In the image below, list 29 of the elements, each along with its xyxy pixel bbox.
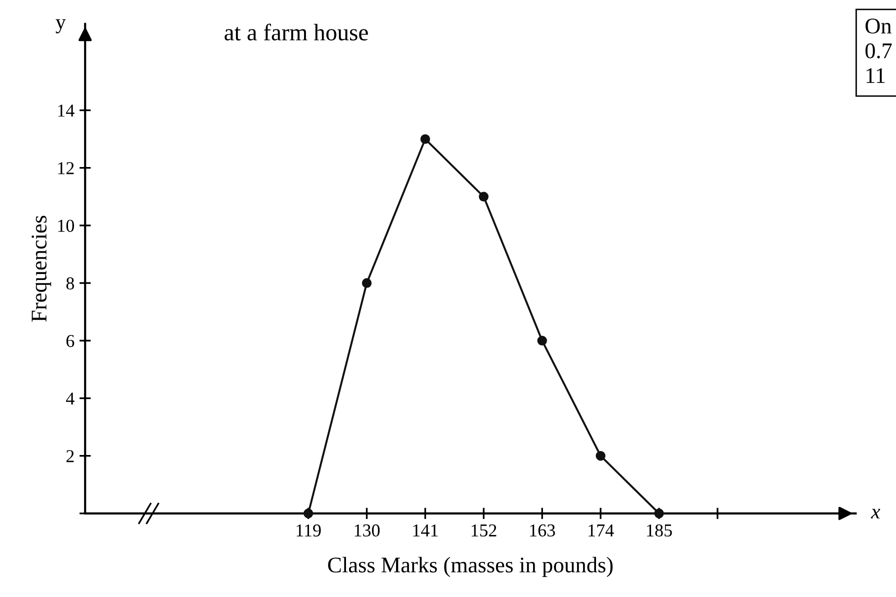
y-axis-title: Frequencies (32, 216, 52, 322)
x-tick-label: 119 (296, 524, 321, 537)
text: On (866, 18, 892, 34)
text: y (56, 19, 66, 34)
point (537, 336, 548, 346)
x-tick-label: 174 (588, 524, 614, 536)
point (596, 450, 606, 461)
x-tick-label: 152 (472, 524, 496, 537)
y-tick-label: 8 (66, 277, 74, 290)
text: 11 (866, 68, 885, 83)
x-tick-label: 141 (413, 524, 438, 536)
text: x (870, 508, 880, 518)
point (654, 508, 664, 518)
point (303, 508, 314, 518)
y-tick-label: 6 (66, 334, 74, 348)
point (420, 134, 430, 144)
y-tick-label: 14 (58, 104, 74, 117)
text: 0.7 (865, 43, 892, 58)
chart-title: at a farm house (224, 24, 368, 40)
x-tick-label: 185 (647, 524, 672, 537)
point (362, 278, 372, 288)
x-tick-label: 130 (354, 524, 380, 537)
x-axis-title: Class Marks (masses in pounds) (328, 556, 613, 578)
point (478, 192, 489, 202)
y-tick-label: 2 (66, 450, 74, 462)
x-tick-label: 163 (530, 524, 555, 537)
y-tick-label: 12 (58, 162, 74, 174)
y-tick-label: 4 (66, 392, 74, 404)
y-tick-label: 10 (58, 220, 74, 232)
